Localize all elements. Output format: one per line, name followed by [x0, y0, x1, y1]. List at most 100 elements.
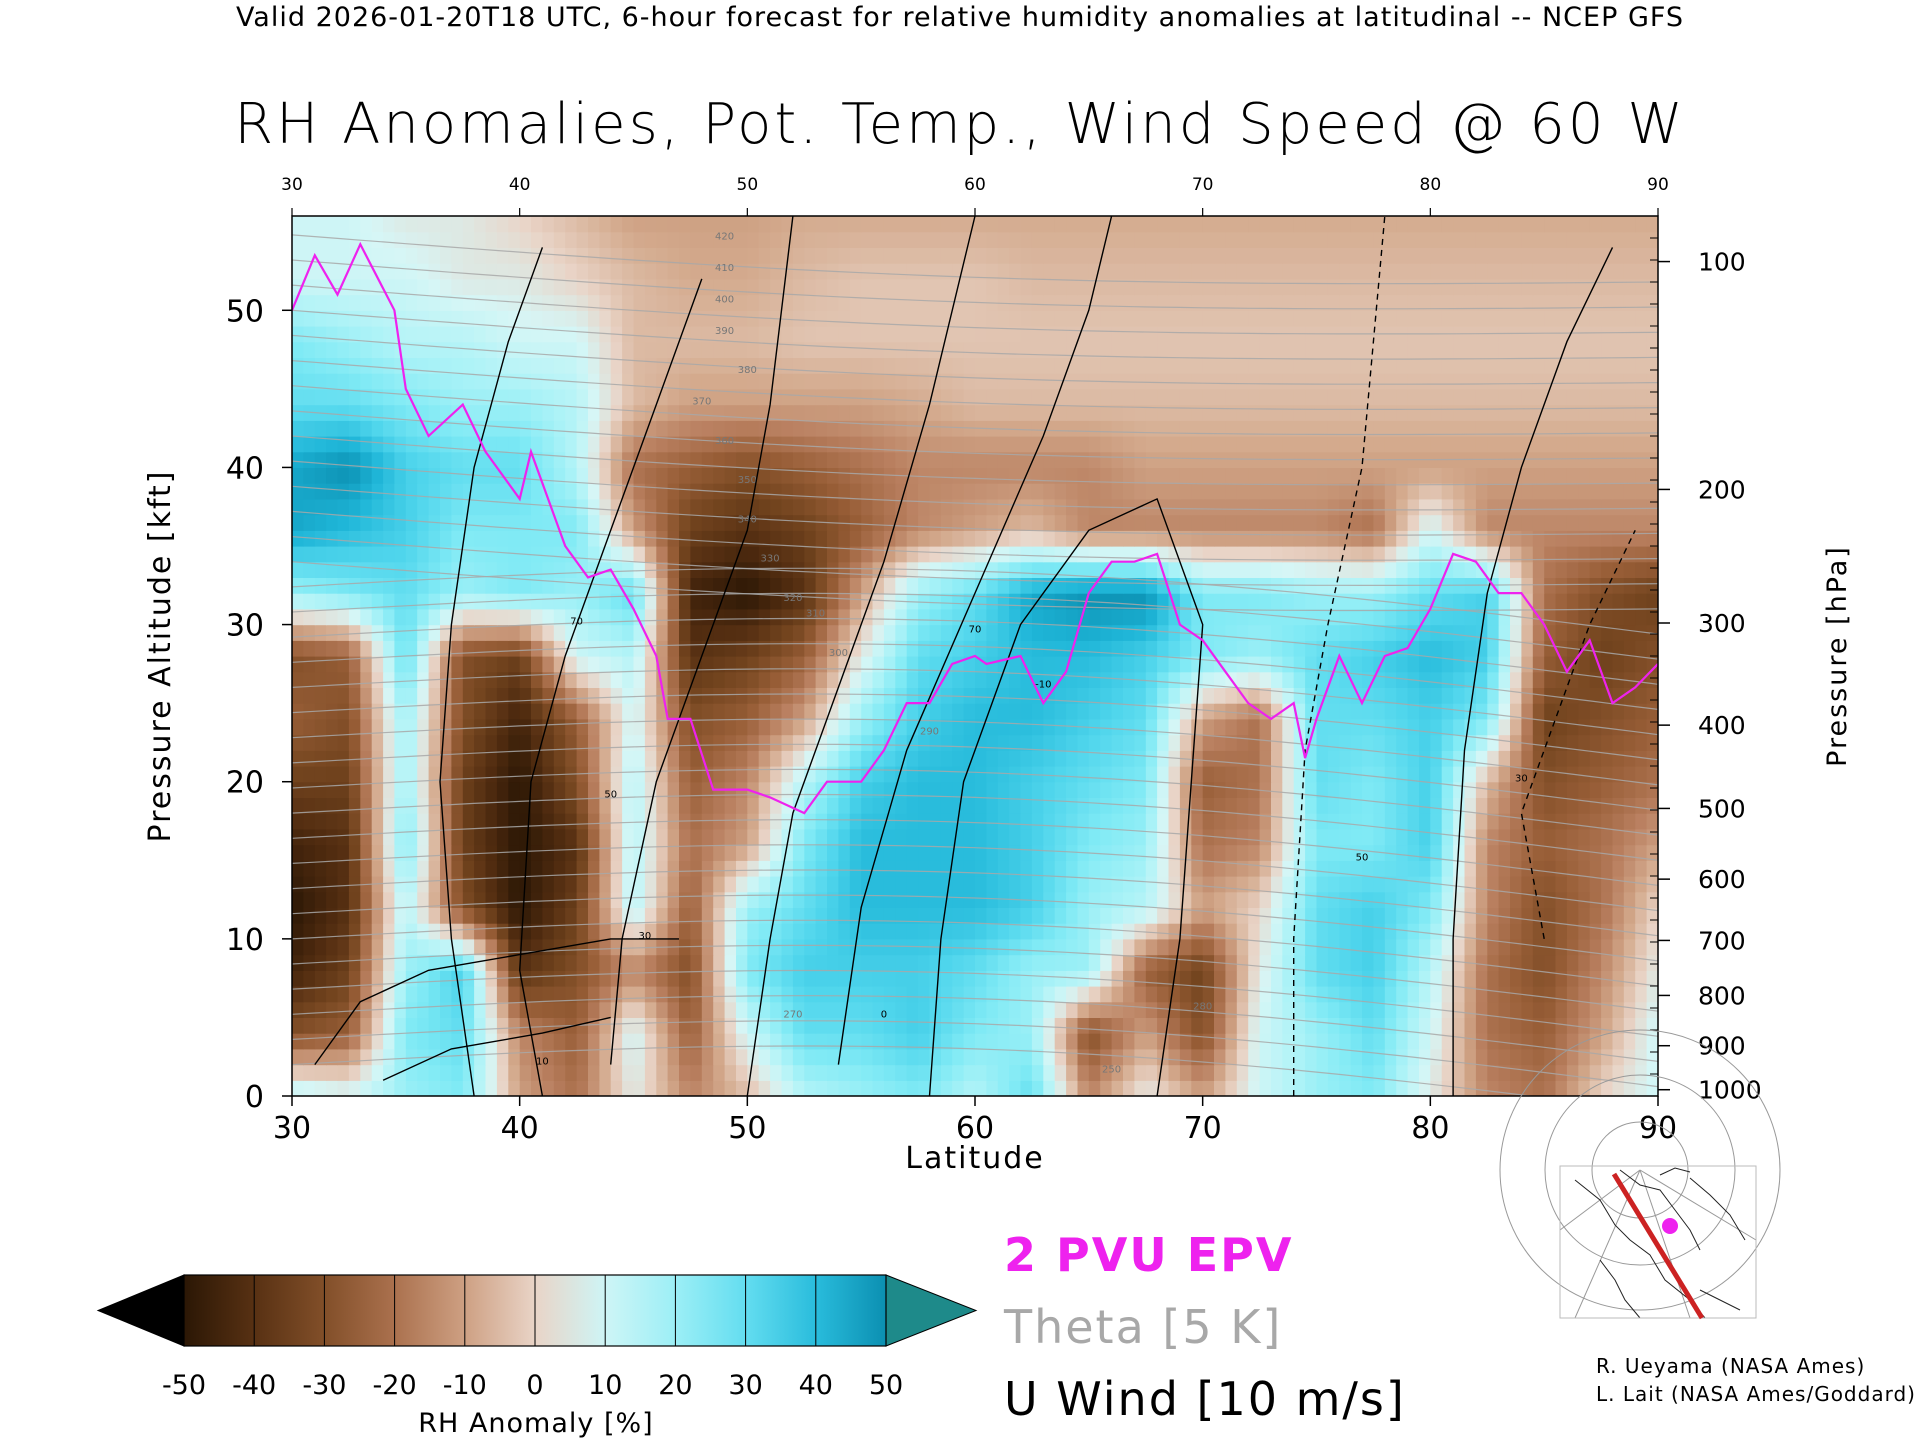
colorbar-tick-label: -40 — [232, 1370, 276, 1401]
u-wind-contours: 70 50 30 10 0 -10 70 50 30 — [314, 216, 1636, 1096]
theta-label: 410 — [715, 263, 734, 274]
theta-line — [292, 995, 1658, 1062]
y-tick-label: 30 — [226, 609, 264, 644]
colorbar-tick-label: 10 — [588, 1370, 622, 1401]
u-wind-line — [314, 938, 679, 1066]
theta-line — [292, 617, 1658, 685]
theta-line — [292, 894, 1658, 962]
u-wind-line-negative — [1293, 216, 1386, 1096]
theta-label: 380 — [738, 365, 757, 376]
x-tick-label-top: 60 — [964, 175, 986, 195]
colorbar-segment — [605, 1275, 676, 1346]
theta-line — [292, 385, 1658, 436]
u-wind-line — [382, 1016, 611, 1081]
theta-line — [292, 718, 1658, 786]
theta-line — [292, 743, 1658, 811]
colorbar-tick-label: 0 — [526, 1370, 543, 1401]
theta-line — [292, 944, 1658, 1012]
y-axis-label: Pressure Altitude [kft] — [143, 470, 178, 843]
theta-label: 360 — [715, 436, 734, 447]
pressure-tick-label: 100 — [1698, 248, 1746, 277]
colorbar-tick-label: 20 — [658, 1370, 692, 1401]
colorbar-label: RH Anomaly [%] — [418, 1408, 653, 1439]
theta-line — [292, 919, 1658, 987]
credit-author-1: R. Ueyama (NASA Ames) — [1596, 1354, 1866, 1378]
colorbar-segment — [745, 1275, 817, 1346]
colorbar-segment — [535, 1275, 606, 1346]
theta-line — [292, 693, 1658, 761]
colorbar-segment — [394, 1275, 466, 1346]
theta-line — [292, 284, 1658, 335]
colorbar-segment — [254, 1275, 325, 1346]
section-track — [1611, 1172, 1705, 1320]
colorbar-tick-label: -10 — [443, 1370, 487, 1401]
theta-line — [292, 360, 1658, 410]
theta-line — [292, 793, 1658, 861]
colorbar-segment — [675, 1275, 747, 1346]
pressure-tick-label: 300 — [1698, 609, 1746, 638]
theta-line — [292, 234, 1658, 285]
colorbar-segment — [324, 1275, 396, 1346]
y-tick-label: 40 — [226, 451, 264, 486]
u-wind-label: 0 — [881, 1009, 887, 1020]
u-wind-line — [746, 216, 976, 1096]
axes: 30 30 40 40 50 50 60 60 70 70 80 80 90 90 0 10 20 30 40 50 1… — [226, 175, 1762, 1146]
colorbar-tick-label: 40 — [799, 1370, 833, 1401]
legend-theta: Theta [5 K] — [1004, 1300, 1283, 1354]
theta-label: 310 — [806, 609, 825, 620]
u-wind-line — [1452, 247, 1614, 1096]
theta-line — [292, 259, 1658, 310]
theta-line — [292, 309, 1658, 360]
colorbar: -50 -40 -30 -20 -10 0 10 20 30 40 50 — [96, 1274, 978, 1401]
theta-label: 420 — [715, 232, 734, 243]
u-wind-line — [518, 278, 703, 1096]
theta-label: 280 — [1193, 1002, 1212, 1013]
theta-label: 350 — [738, 475, 757, 486]
pressure-tick-label: 700 — [1698, 926, 1746, 955]
theta-label: 400 — [715, 294, 734, 305]
theta-line — [292, 819, 1658, 886]
pressure-tick-label: 800 — [1698, 981, 1746, 1010]
theta-line — [292, 334, 1658, 385]
theta-label: 270 — [783, 1009, 802, 1020]
epv-line — [292, 241, 1658, 815]
credit-author-2: L. Lait (NASA Ames/Goddard) — [1596, 1382, 1916, 1406]
x-tick-label-top: 80 — [1420, 175, 1442, 195]
rh-anomaly-field — [292, 216, 1658, 1096]
theta-label: 300 — [829, 648, 848, 659]
section-marker — [1662, 1218, 1678, 1234]
u-wind-label: -10 — [1035, 679, 1051, 690]
theta-line — [292, 844, 1658, 912]
x-tick-label-top: 70 — [1192, 175, 1214, 195]
x-tick-label-top: 30 — [281, 175, 303, 195]
theta-label: 390 — [715, 326, 734, 337]
forecast-valid-line: Valid 2026-01-20T18 UTC, 6-hour forecast… — [235, 2, 1685, 33]
x-tick-label-top: 40 — [509, 175, 531, 195]
chart-title: RH Anomalies, Pot. Temp., Wind Speed @ 6… — [234, 92, 1686, 157]
theta-label: 290 — [920, 727, 939, 738]
theta-line — [292, 668, 1658, 736]
pressure-tick-label: 500 — [1698, 794, 1746, 823]
x-tick-label: 50 — [728, 1111, 766, 1146]
theta-line — [292, 510, 1658, 561]
pressure-tick-label: 600 — [1698, 865, 1746, 894]
u-wind-label: 50 — [604, 789, 617, 800]
u-wind-line-negative — [1520, 529, 1636, 940]
u-wind-label: 70 — [969, 624, 982, 635]
x-tick-label: 70 — [1184, 1111, 1222, 1146]
colorbar-tick-label: -20 — [373, 1370, 417, 1401]
theta-line — [292, 869, 1658, 937]
x-axis-label: Latitude — [905, 1141, 1044, 1176]
x-tick-label: 60 — [956, 1111, 994, 1146]
colorbar-over-arrow — [885, 1274, 978, 1347]
theta-label: 320 — [783, 593, 802, 604]
pressure-tick-label: 400 — [1698, 711, 1746, 740]
pressure-tick-label: 200 — [1698, 475, 1746, 504]
u-wind-line — [928, 497, 1204, 1096]
theta-label: 340 — [738, 514, 757, 525]
colorbar-under-arrow — [96, 1274, 185, 1347]
x-tick-label-top: 90 — [1647, 175, 1669, 195]
legend-wind: U Wind [10 m/s] — [1004, 1372, 1406, 1426]
y-tick-label: 0 — [245, 1080, 264, 1115]
u-wind-label: 10 — [536, 1057, 549, 1068]
